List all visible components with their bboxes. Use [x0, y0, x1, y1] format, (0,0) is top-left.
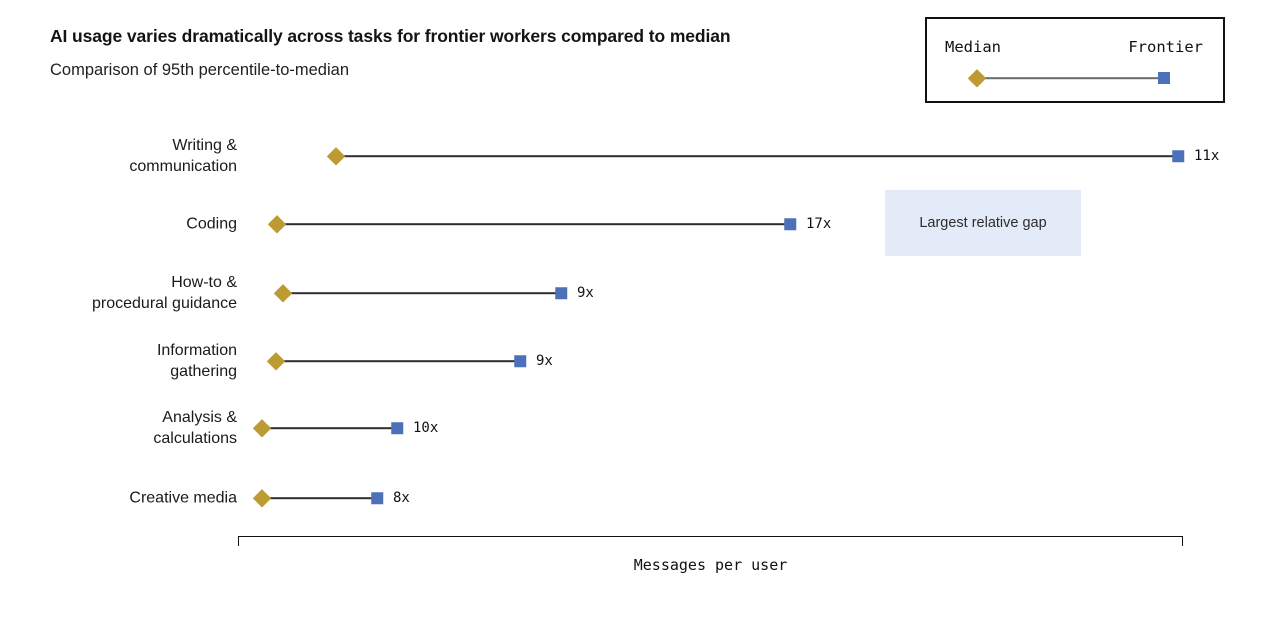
category-label-writing-communication: Writing & communication [129, 137, 237, 175]
largest-gap-annotation-text: Largest relative gap [919, 215, 1047, 231]
legend-connector-line [977, 77, 1164, 79]
median-marker-coding [268, 215, 286, 233]
category-label-creative-media: Creative media [129, 489, 237, 507]
legend-median-label: Median [945, 38, 1001, 56]
median-marker-information-gathering [267, 352, 285, 370]
frontier-marker-writing-communication [1172, 150, 1184, 162]
ratio-label-how-to-procedural-guidance: 9x [577, 285, 594, 301]
frontier-square-icon [1158, 72, 1170, 84]
legend-frontier-label: Frontier [1128, 38, 1203, 56]
x-axis-bracket [238, 536, 1183, 546]
connector-line-how-to-procedural-guidance [283, 292, 561, 294]
chart-subtitle: Comparison of 95th percentile-to-median [50, 61, 349, 79]
ratio-label-creative-media: 8x [393, 490, 410, 506]
x-axis-label: Messages per user [633, 556, 788, 574]
connector-line-writing-communication [336, 155, 1178, 157]
frontier-marker-analysis-calculations [391, 422, 403, 434]
largest-gap-annotation: Largest relative gap [885, 190, 1081, 256]
median-marker-how-to-procedural-guidance [274, 284, 292, 302]
ratio-label-coding: 17x [806, 216, 832, 232]
frontier-marker-creative-media [371, 492, 383, 504]
connector-line-information-gathering [276, 360, 520, 362]
median-marker-creative-media [253, 489, 271, 507]
ratio-label-information-gathering: 9x [536, 353, 553, 369]
frontier-marker-information-gathering [514, 355, 526, 367]
median-marker-writing-communication [327, 147, 345, 165]
connector-line-creative-media [262, 497, 377, 499]
category-label-coding: Coding [186, 215, 237, 233]
median-marker-analysis-calculations [253, 419, 271, 437]
ratio-label-analysis-calculations: 10x [413, 420, 439, 436]
chart-title: AI usage varies dramatically across task… [50, 26, 731, 46]
frontier-marker-coding [784, 218, 796, 230]
connector-line-analysis-calculations [262, 427, 397, 429]
category-label-information-gathering: Information gathering [156, 342, 237, 380]
frontier-marker-how-to-procedural-guidance [555, 287, 567, 299]
connector-line-coding [277, 223, 790, 225]
category-label-how-to-procedural-guidance: How-to & procedural guidance [92, 274, 237, 312]
category-label-analysis-calculations: Analysis & calculations [153, 409, 237, 447]
ratio-label-writing-communication: 11x [1194, 148, 1220, 164]
legend: Median Frontier [925, 17, 1225, 103]
